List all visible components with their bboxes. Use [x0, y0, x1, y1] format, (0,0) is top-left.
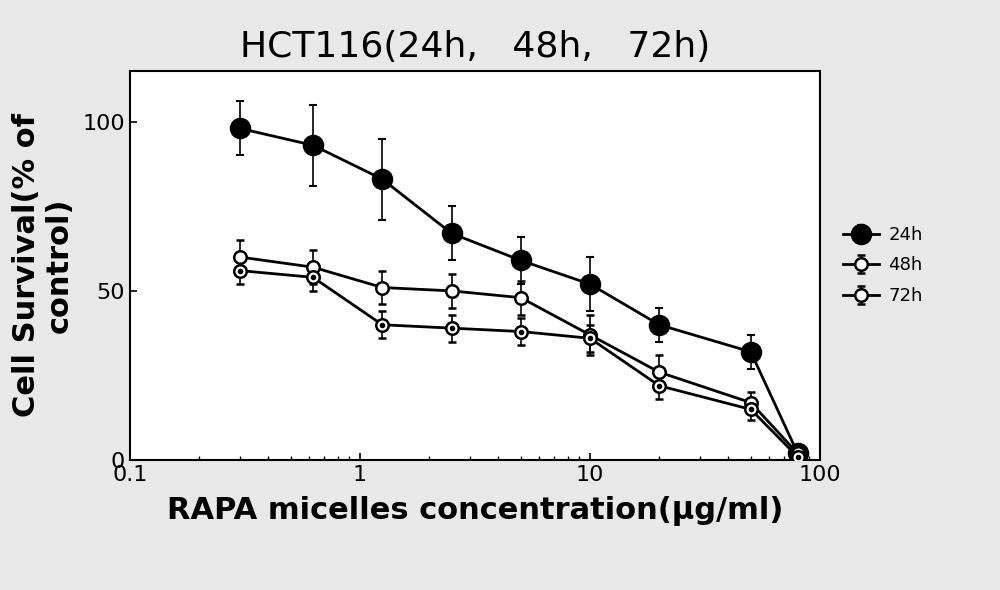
X-axis label: RAPA micelles concentration(μg/ml): RAPA micelles concentration(μg/ml): [167, 496, 783, 526]
Title: HCT116(24h,   48h,   72h): HCT116(24h, 48h, 72h): [240, 30, 710, 64]
Legend: 24h, 48h, 72h: 24h, 48h, 72h: [836, 219, 930, 312]
Y-axis label: Cell Survival(% of
control): Cell Survival(% of control): [12, 113, 74, 418]
